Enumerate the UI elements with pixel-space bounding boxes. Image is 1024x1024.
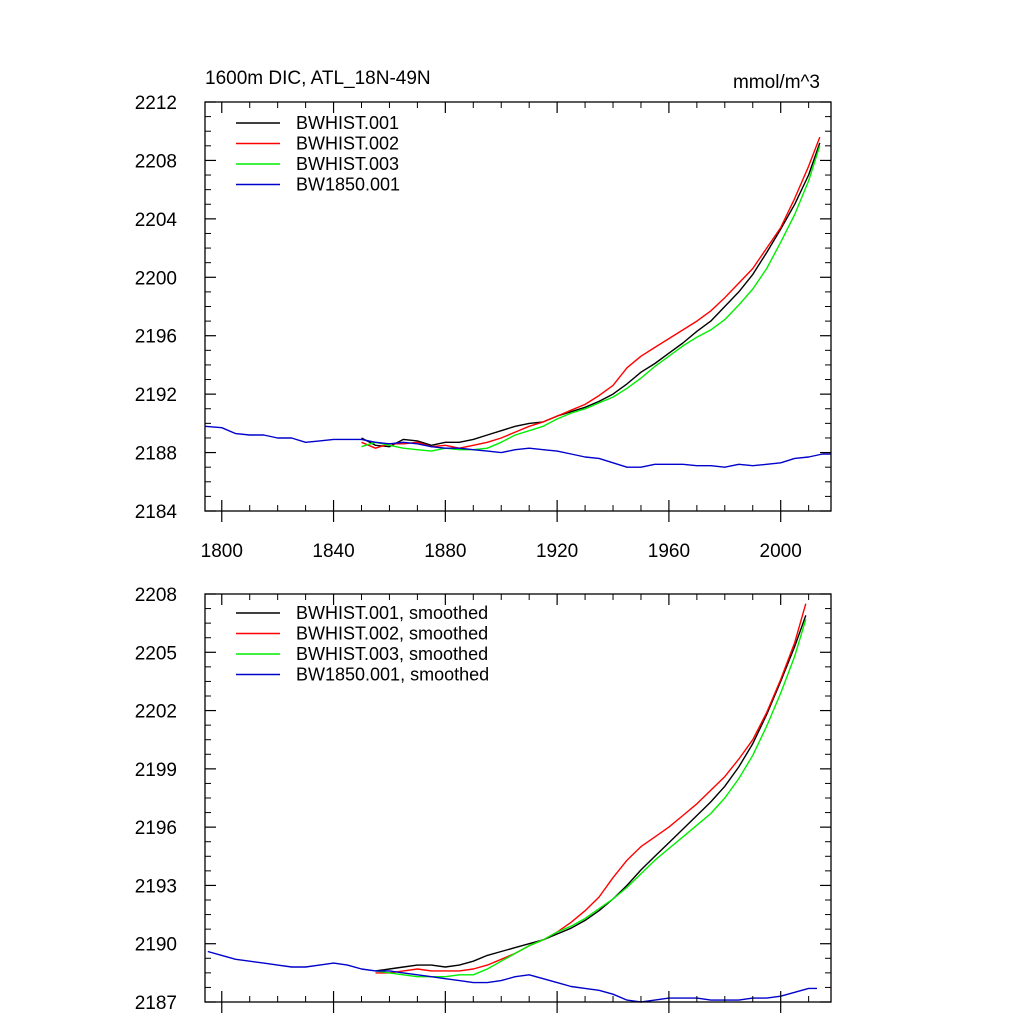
y-tick-label: 2204: [135, 210, 178, 231]
y-tick-label: 2188: [135, 444, 177, 465]
plot-frame: [204, 101, 832, 512]
series-layer: [207, 603, 817, 1003]
y-tick-label: 2200: [135, 268, 177, 289]
y-tick-label: 2205: [135, 643, 177, 664]
series-line: [361, 136, 821, 449]
y-tick-label: 2184: [135, 502, 178, 523]
legend-label: BW1850.001, smoothed: [296, 665, 489, 685]
series-line: [207, 950, 817, 1003]
y-tick-label: 2187: [135, 993, 177, 1014]
top-panel: 1600m DIC, ATL_18N-49N mmol/m^3 BWHIST.0…: [135, 68, 832, 562]
x-tick-label: 1920: [536, 541, 578, 562]
series-line: [204, 425, 831, 468]
legend-label: BWHIST.002: [296, 134, 399, 154]
series-layer: [204, 136, 831, 468]
y-tick-label: 2193: [135, 876, 177, 897]
y-tick-label: 2190: [135, 935, 177, 956]
legend-label: BW1850.001: [296, 175, 400, 195]
axis-ticks: 2187 2190 2193 2196 2199 2202 2205 2208: [135, 585, 831, 1014]
legend-label: BWHIST.001: [296, 113, 399, 133]
units-label: mmol/m^3: [733, 72, 820, 93]
x-tick-label: 1880: [424, 541, 466, 562]
series-line: [375, 615, 807, 972]
series-line: [361, 142, 821, 448]
y-tick-label: 2208: [135, 585, 177, 606]
x-tick-label: 1840: [312, 541, 354, 562]
y-tick-label: 2212: [135, 93, 177, 114]
plot-frame: [204, 593, 832, 1003]
x-tick-label: 1800: [201, 541, 243, 562]
y-tick-label: 2196: [135, 818, 177, 839]
y-tick-label: 2202: [135, 702, 177, 723]
legend-label: BWHIST.001, smoothed: [296, 603, 488, 623]
y-tick-label: 2199: [135, 760, 177, 781]
x-tick-label: 1960: [648, 541, 690, 562]
series-line: [375, 619, 807, 978]
series-line: [361, 145, 821, 452]
legend-label: BWHIST.002, smoothed: [296, 624, 488, 644]
y-tick-label: 2192: [135, 385, 177, 406]
y-tick-label: 2196: [135, 327, 177, 348]
y-tick-label: 2208: [135, 151, 177, 172]
legend-label: BWHIST.003, smoothed: [296, 644, 488, 664]
legend-label: BWHIST.003: [296, 154, 399, 174]
panel-title: 1600m DIC, ATL_18N-49N: [205, 68, 431, 89]
series-line: [375, 603, 807, 974]
x-tick-label: 2000: [760, 541, 802, 562]
